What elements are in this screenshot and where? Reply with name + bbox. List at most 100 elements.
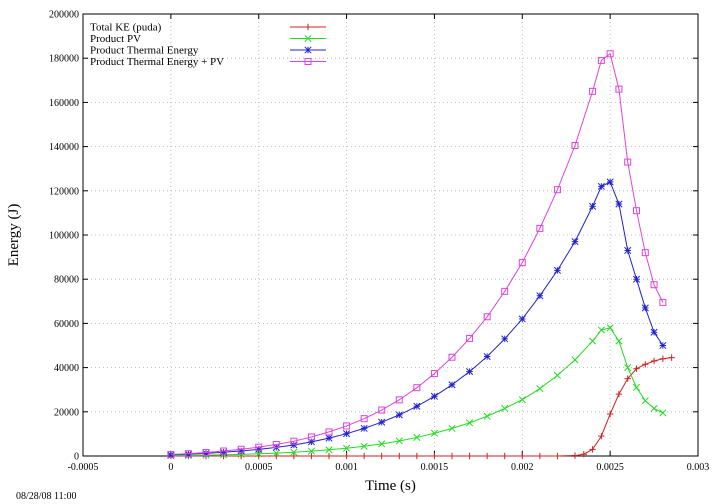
data-point	[395, 437, 403, 445]
series-line	[170, 327, 664, 457]
data-point	[501, 335, 509, 343]
data-point	[633, 207, 640, 215]
data-point	[483, 352, 491, 361]
data-point	[448, 452, 456, 460]
x-tick-label: 0.0005	[245, 462, 273, 473]
data-point	[615, 337, 623, 345]
data-point	[343, 452, 350, 460]
data-point	[290, 437, 298, 445]
legend-entry: Product Thermal Energy	[90, 45, 326, 57]
data-point	[597, 182, 605, 190]
data-point	[571, 452, 579, 459]
data-point	[659, 355, 667, 362]
data-point	[589, 337, 597, 345]
data-point	[571, 238, 579, 246]
data-point	[659, 298, 667, 306]
data-point	[641, 304, 649, 312]
data-point	[304, 34, 312, 43]
data-point	[325, 452, 333, 460]
timestamp-label: 08/28/08 11:00	[16, 491, 76, 502]
data-point	[553, 266, 561, 274]
data-point	[642, 361, 649, 368]
data-point	[255, 443, 263, 451]
data-point	[378, 406, 386, 414]
data-point	[641, 249, 649, 257]
y-tick-label: 160000	[49, 98, 79, 109]
data-point	[571, 141, 579, 149]
x-tick-label: 0.0015	[421, 462, 449, 473]
x-tick-label: 0.001	[335, 462, 358, 473]
data-point	[395, 411, 403, 419]
data-point	[304, 23, 312, 31]
data-point	[378, 440, 386, 448]
data-point	[518, 315, 526, 323]
data-point	[343, 430, 351, 438]
data-point	[650, 281, 658, 289]
data-point	[624, 364, 632, 372]
data-point	[396, 452, 403, 460]
data-point	[536, 224, 544, 232]
data-point	[466, 334, 474, 342]
data-point	[554, 452, 561, 460]
data-point	[501, 452, 508, 460]
data-point	[413, 433, 421, 441]
data-point	[237, 445, 245, 453]
data-point	[304, 46, 312, 54]
data-point	[650, 404, 658, 413]
data-point	[448, 424, 456, 432]
data-point	[360, 452, 368, 460]
y-tick-label: 80000	[54, 275, 79, 286]
data-point	[536, 452, 544, 460]
data-point	[553, 186, 561, 194]
data-point	[553, 371, 561, 379]
y-tick-label: 60000	[54, 319, 79, 330]
data-point	[272, 441, 280, 449]
data-point	[413, 452, 421, 460]
data-point	[378, 418, 386, 426]
data-point	[624, 158, 632, 166]
data-point	[615, 390, 623, 398]
data-point	[589, 87, 597, 95]
data-point	[536, 385, 544, 393]
data-point	[518, 396, 526, 404]
data-point	[597, 56, 605, 64]
series-layer	[167, 50, 675, 460]
data-point	[307, 447, 315, 455]
data-point	[632, 383, 641, 392]
x-tick-label: 0.002	[511, 462, 534, 473]
data-point	[606, 410, 614, 418]
data-point	[606, 324, 614, 332]
data-point	[519, 452, 526, 460]
data-point	[413, 384, 421, 392]
data-point	[343, 444, 351, 452]
data-point	[659, 341, 667, 350]
series-1	[167, 354, 675, 460]
x-tick-label: 0	[168, 462, 173, 473]
x-axis-ticks: -0.0005 0 0.0005 0.001 0.0015 0.002 0.0025 0.00…	[68, 14, 709, 473]
data-point	[448, 381, 456, 389]
data-point	[360, 415, 368, 423]
data-point	[167, 451, 175, 459]
data-point	[413, 402, 421, 410]
data-point	[272, 449, 280, 457]
data-point	[304, 58, 312, 65]
data-point	[536, 292, 544, 300]
data-point	[650, 328, 658, 336]
x-tick-label: -0.0005	[68, 462, 99, 473]
data-point	[606, 50, 614, 58]
data-point	[290, 448, 298, 456]
y-tick-label: 120000	[49, 186, 79, 197]
series-line	[170, 52, 664, 456]
data-point	[589, 446, 596, 453]
series-line	[170, 357, 672, 457]
data-point	[624, 375, 631, 382]
data-point	[430, 429, 438, 437]
data-point	[360, 442, 368, 450]
data-point	[308, 452, 315, 460]
data-point	[597, 326, 605, 334]
data-point	[580, 451, 587, 458]
legend-label: Product PV	[90, 33, 141, 45]
data-point	[615, 85, 623, 93]
